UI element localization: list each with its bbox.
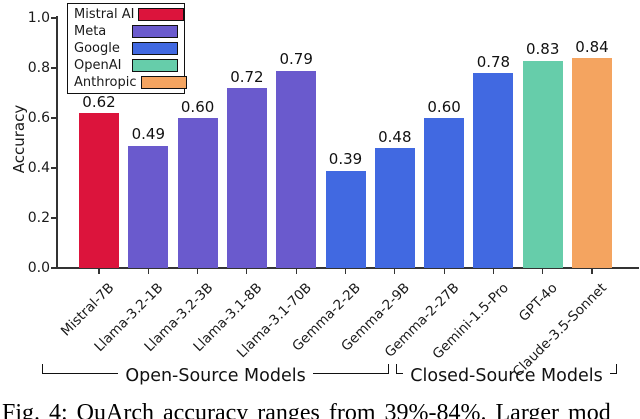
- bar-claude-3.5-sonnet: [572, 58, 612, 268]
- legend-swatch-google: [132, 41, 178, 56]
- bracket-line-right: [609, 364, 617, 374]
- y-tick-label: 0.2: [27, 210, 50, 226]
- legend-row: OpenAI: [74, 58, 178, 73]
- bracket-line-left: [42, 364, 119, 374]
- bar-value-label: 0.60: [180, 97, 215, 116]
- x-tick-mark: [197, 268, 199, 274]
- bar-value-label: 0.83: [525, 40, 560, 58]
- figure-caption: Fig. 4: QuArch accuracy ranges from 39%-…: [2, 400, 611, 419]
- y-tick-label: 0.4: [27, 160, 50, 176]
- legend-swatch-openai: [132, 58, 178, 73]
- x-tick-label-text: GPT-4o: [516, 279, 562, 325]
- legend-label: Mistral AI: [74, 7, 135, 22]
- bar-value-label: 0.39: [328, 150, 363, 168]
- y-tick-mark: [51, 117, 57, 119]
- bar-llama-3.2-3b: [177, 118, 218, 268]
- bracket-label: Open-Source Models: [125, 366, 306, 386]
- bar-value-label: 0.79: [279, 50, 313, 68]
- x-tick-mark: [295, 268, 297, 274]
- legend-swatch-mistral-ai: [138, 7, 185, 22]
- y-tick-label: 0.0: [27, 260, 50, 276]
- bar-llama-3.1-8b: [226, 88, 267, 268]
- bar-mistral-7b: [79, 113, 119, 268]
- legend: Mistral AI Meta Google OpenAI Anthropic: [67, 3, 187, 94]
- x-tick-mark: [443, 268, 445, 274]
- y-tick-mark: [51, 167, 57, 169]
- legend-label: Google: [74, 41, 120, 56]
- bar-value-label: 0.62: [82, 92, 116, 111]
- y-tick-mark: [51, 217, 57, 219]
- bar-llama-3.1-70b: [276, 70, 317, 268]
- y-tick-label: 1.0: [27, 10, 50, 26]
- bracket-open-source-models: Open-Source Models: [42, 364, 390, 386]
- bracket-closed-source-models: Closed-Source Models: [396, 364, 617, 386]
- legend-swatch-meta: [132, 24, 178, 39]
- bar-gpt-4o: [522, 60, 563, 268]
- legend-label: Meta: [74, 24, 107, 39]
- bar-value-label: 0.72: [230, 67, 264, 86]
- bracket-label: Closed-Source Models: [410, 366, 603, 386]
- legend-label: OpenAI: [74, 58, 122, 73]
- legend-row: Mistral AI: [74, 7, 185, 22]
- bracket-line-right: [312, 364, 390, 374]
- y-tick-label: 0.8: [27, 60, 50, 76]
- bar-gemma-2-27b: [424, 118, 465, 268]
- legend-row: Google: [74, 41, 178, 56]
- x-tick-mark: [591, 268, 593, 274]
- y-tick-mark: [51, 67, 57, 69]
- bar-value-label: 0.84: [575, 37, 609, 56]
- x-tick-mark: [246, 268, 248, 274]
- bar-llama-3.2-1b: [128, 145, 169, 268]
- bar-gemma-2-2b: [325, 170, 366, 268]
- y-tick-mark: [51, 17, 57, 19]
- x-tick-mark: [492, 268, 494, 274]
- bar-value-label: 0.49: [131, 125, 165, 143]
- y-tick-label: 0.6: [27, 110, 50, 126]
- legend-row: Meta: [74, 24, 178, 39]
- x-tick-mark: [98, 268, 100, 274]
- x-tick-mark: [147, 268, 149, 274]
- y-axis-spine: [56, 16, 58, 269]
- x-tick-mark: [344, 268, 347, 274]
- x-tick-mark: [542, 268, 544, 274]
- x-tick-mark: [394, 268, 396, 274]
- bar-value-label: 0.78: [476, 52, 511, 71]
- legend-label: Anthropic: [74, 75, 137, 90]
- bar-gemma-2-9b: [374, 148, 415, 268]
- bar-value-label: 0.60: [427, 97, 461, 116]
- legend-swatch-anthropic: [140, 75, 187, 90]
- y-tick-mark: [51, 267, 57, 269]
- legend-row: Anthropic: [74, 75, 187, 90]
- bracket-line-left: [396, 364, 404, 374]
- bar-gemini-1.5-pro: [473, 73, 514, 268]
- bar-value-label: 0.48: [378, 127, 412, 146]
